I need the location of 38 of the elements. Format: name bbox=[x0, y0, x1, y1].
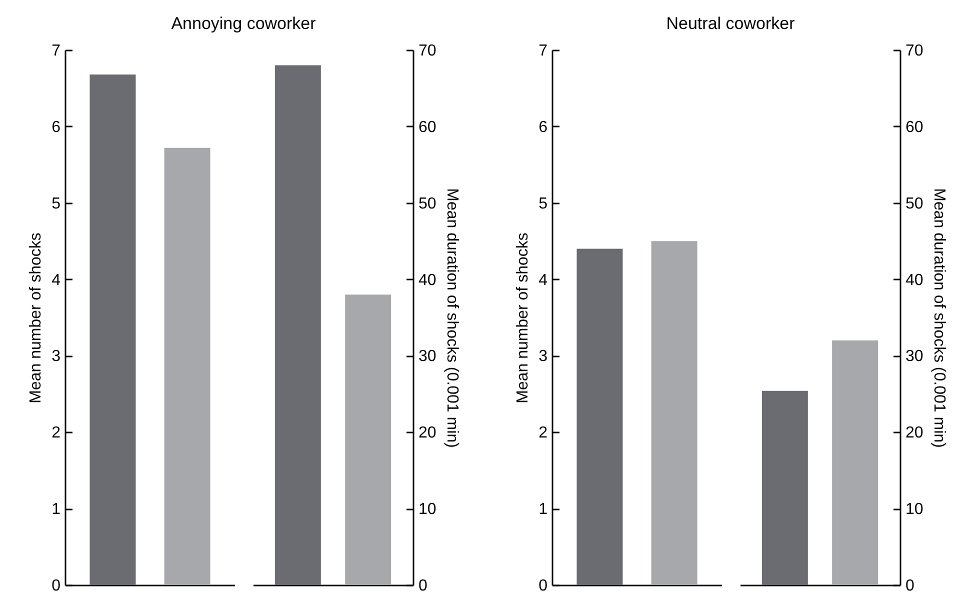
y-tick-label: 50 bbox=[418, 195, 436, 212]
y-axis-title: Mean duration of shocks (0.001 min) bbox=[443, 188, 460, 448]
y-tick-label: 60 bbox=[418, 118, 436, 136]
y-tick-label: 10 bbox=[418, 501, 436, 518]
chart-title: Annoying coworker bbox=[171, 13, 316, 35]
y-tick-label: 5 bbox=[538, 195, 548, 212]
y-tick-label: 2 bbox=[52, 424, 61, 442]
chart-title: Neutral coworker bbox=[666, 13, 795, 35]
y-tick-label: 70 bbox=[418, 42, 436, 60]
y-tick-label: 2 bbox=[538, 424, 548, 442]
y-tick-label: 0 bbox=[52, 578, 61, 594]
y-tick-label: 10 bbox=[906, 501, 924, 518]
y-tick-label: 0 bbox=[418, 578, 428, 594]
y-tick-label: 40 bbox=[906, 272, 924, 289]
y-tick-label: 3 bbox=[52, 348, 61, 366]
y-tick-label: 1 bbox=[52, 501, 61, 518]
y-tick-label: 60 bbox=[906, 118, 924, 136]
y-tick-label: 7 bbox=[52, 42, 61, 60]
y-tick-label: 50 bbox=[906, 195, 924, 212]
y-tick-label: 30 bbox=[418, 348, 436, 366]
y-tick-label: 1 bbox=[538, 501, 548, 518]
y-axis-title: Mean number of shocks bbox=[28, 232, 45, 404]
y-axis-title: Mean duration of shocks (0.001 min) bbox=[930, 188, 948, 448]
y-tick-label: 70 bbox=[906, 42, 924, 60]
y-tick-label: 40 bbox=[418, 272, 436, 289]
y-tick-label: 6 bbox=[538, 118, 548, 136]
y-tick-label: 3 bbox=[538, 348, 548, 366]
y-axis-title: Mean number of shocks bbox=[514, 232, 532, 404]
y-tick-label: 7 bbox=[538, 42, 548, 60]
y-tick-label: 4 bbox=[52, 272, 61, 289]
y-tick-label: 5 bbox=[52, 195, 61, 212]
y-tick-label: 20 bbox=[906, 424, 924, 442]
y-tick-label: 6 bbox=[52, 118, 61, 136]
y-tick-label: 20 bbox=[418, 424, 436, 442]
y-tick-label: 0 bbox=[538, 578, 548, 594]
y-tick-label: 0 bbox=[906, 578, 914, 594]
y-tick-label: 4 bbox=[538, 272, 548, 289]
y-tick-label: 30 bbox=[906, 348, 924, 366]
